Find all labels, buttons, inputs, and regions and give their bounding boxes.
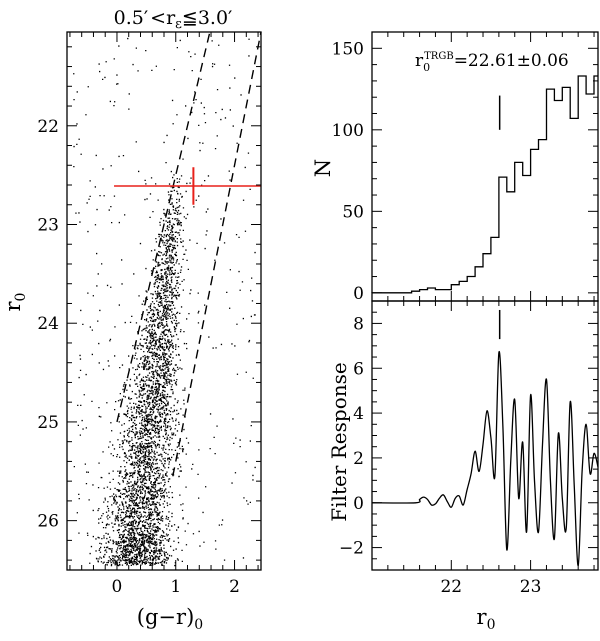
filter-y-tick-label: 0 bbox=[353, 494, 364, 514]
filter-y-tick-label: 6 bbox=[353, 359, 364, 379]
cmd-y-tick-label: 24 bbox=[37, 314, 59, 334]
cmd-points-path bbox=[73, 37, 256, 567]
lf-panel: 0 50 100 150 r0TRGB=22.61±0.06 N bbox=[311, 31, 599, 304]
lf-frame bbox=[371, 31, 599, 302]
cmd-selection-box bbox=[116, 31, 262, 477]
cmd-y-tick-label: 26 bbox=[37, 512, 59, 532]
filter-response-curve bbox=[371, 350, 599, 567]
filter-frame bbox=[371, 300, 599, 571]
filter-x-tick-label: 22 bbox=[440, 577, 462, 597]
cmd-dashed-line-1 bbox=[116, 31, 211, 423]
cmd-title: 0.5′ <rε≦3.0′ bbox=[114, 7, 233, 32]
cmd-y-label: r0 bbox=[1, 293, 29, 312]
filter-y-tick-label: −2 bbox=[339, 539, 364, 559]
cmd-y-axis: 22 23 24 25 26 bbox=[37, 46, 261, 561]
cmd-x-axis: 0 1 2 bbox=[69, 32, 259, 597]
filter-x-label: r0 bbox=[477, 605, 496, 633]
lf-y-tick-label: 50 bbox=[342, 202, 364, 222]
lf-histogram bbox=[371, 75, 598, 294]
filter-y-tick-label: 4 bbox=[353, 404, 364, 424]
cmd-y-tick-label: 22 bbox=[37, 117, 59, 137]
lf-x-ticks bbox=[387, 32, 595, 301]
cmd-y-tick-label: 25 bbox=[37, 413, 59, 433]
cmd-star-points bbox=[73, 37, 256, 567]
filter-panel: −2 0 2 4 6 8 22 23 Filter Response r0 bbox=[327, 300, 599, 633]
cmd-frame bbox=[66, 31, 262, 571]
lf-y-axis: 0 50 100 150 bbox=[332, 39, 598, 304]
lf-y-tick-label: 150 bbox=[332, 39, 364, 59]
lf-y-tick-label: 0 bbox=[353, 284, 364, 304]
lf-y-tick-label: 100 bbox=[332, 121, 364, 141]
lf-y-label: N bbox=[311, 159, 335, 177]
cmd-x-tick-label: 1 bbox=[170, 577, 181, 597]
filter-y-tick-label: 2 bbox=[353, 449, 364, 469]
lf-trgb-annotation: r0TRGB=22.61±0.06 bbox=[415, 51, 569, 74]
cmd-trgb-marker bbox=[114, 167, 261, 205]
cmd-dashed-line-2 bbox=[172, 31, 262, 477]
filter-x-axis: 22 23 bbox=[387, 301, 595, 597]
cmd-x-tick-label: 0 bbox=[112, 577, 123, 597]
cmd-panel: 0.5′ <rε≦3.0′ 0 1 2 22 23 24 25 26 (g−r)0 r0 bbox=[1, 7, 262, 633]
filter-y-axis: −2 0 2 4 6 8 bbox=[339, 311, 598, 560]
filter-y-tick-label: 8 bbox=[353, 314, 364, 334]
filter-x-tick-label: 23 bbox=[520, 577, 542, 597]
cmd-x-tick-label: 2 bbox=[229, 577, 240, 597]
cmd-y-tick-label: 23 bbox=[37, 215, 59, 235]
cmd-x-label: (g−r)0 bbox=[137, 605, 203, 633]
filter-y-label: Filter Response bbox=[327, 362, 351, 521]
